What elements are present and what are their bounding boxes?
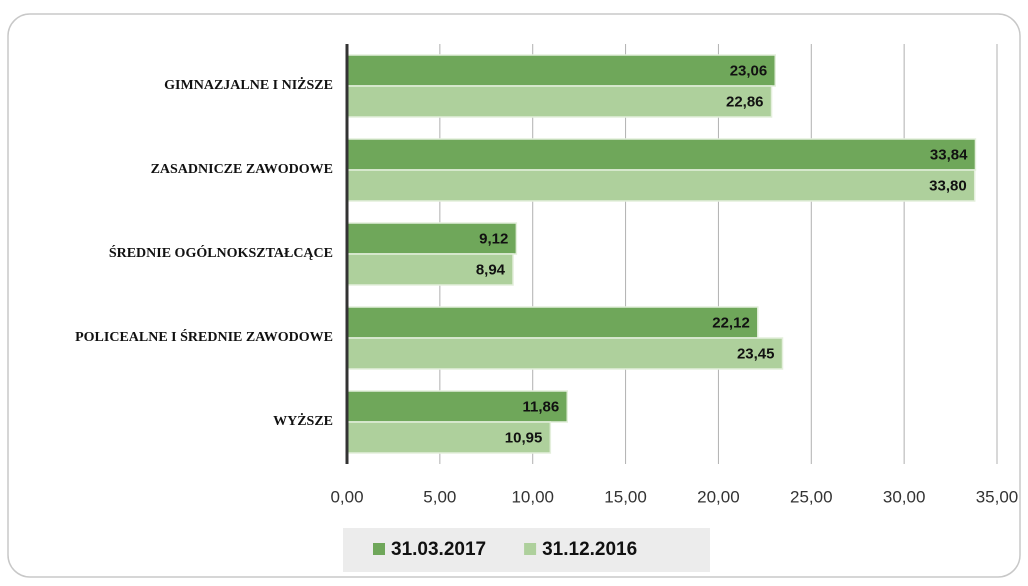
bar: [346, 390, 569, 423]
value-label: 10,95: [505, 429, 543, 446]
bar: [346, 306, 759, 339]
value-label: 33,84: [930, 146, 968, 163]
x-tick-label: 20,00: [697, 487, 740, 506]
value-label: 11,86: [523, 398, 560, 415]
value-label: 8,94: [476, 261, 506, 278]
value-label: 23,45: [737, 345, 775, 362]
x-tick-label: 25,00: [790, 487, 833, 506]
category-label: GIMNAZJALNE I NIŻSZE: [164, 76, 333, 93]
legend-swatch: [373, 543, 385, 555]
legend-label: 31.03.2017: [391, 539, 486, 560]
value-label: 9,12: [479, 230, 508, 247]
category-label: ŚREDNIE OGÓLNOKSZTAŁCĄCE: [109, 244, 333, 261]
category-label: ZASADNICZE ZAWODOWE: [151, 162, 333, 177]
bar: [346, 169, 976, 202]
x-tick-label: 10,00: [511, 487, 554, 506]
category-label: WYŻSZE: [273, 412, 333, 429]
bar: [346, 337, 784, 370]
x-tick-label: 15,00: [604, 487, 647, 506]
x-tick-label: 30,00: [883, 487, 926, 506]
x-tick-label: 0,00: [330, 487, 363, 506]
legend-swatch: [524, 543, 537, 555]
value-label: 33,80: [929, 177, 967, 194]
value-label: 22,86: [726, 93, 764, 110]
value-label: 23,06: [730, 62, 768, 79]
x-tick-label: 35,00: [976, 487, 1019, 506]
x-tick-label: 5,00: [423, 487, 456, 506]
value-label: 22,12: [712, 314, 750, 331]
bar: [346, 138, 977, 171]
legend-label: 31.12.2016: [542, 539, 637, 560]
bar: [346, 54, 777, 87]
bar: [346, 85, 773, 118]
category-label: POLICEALNE I ŚREDNIE ZAWODOWE: [75, 328, 333, 345]
